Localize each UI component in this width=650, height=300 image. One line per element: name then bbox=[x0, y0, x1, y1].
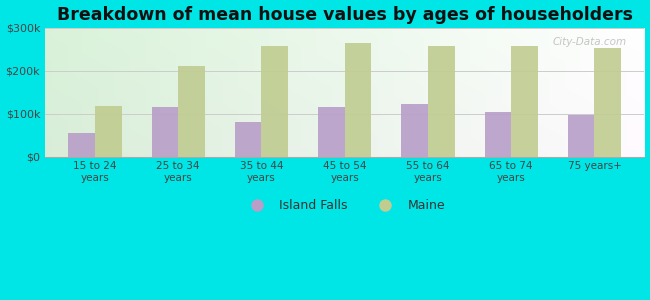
Bar bbox=[95, 106, 122, 157]
Text: City-Data.com: City-Data.com bbox=[552, 37, 627, 47]
Bar bbox=[568, 115, 595, 157]
Bar bbox=[595, 49, 621, 157]
Bar bbox=[318, 107, 344, 157]
Bar bbox=[178, 67, 205, 157]
Bar bbox=[428, 46, 454, 157]
Bar bbox=[151, 107, 178, 157]
Bar bbox=[344, 43, 371, 157]
Bar bbox=[261, 46, 288, 157]
Legend: Island Falls, Maine: Island Falls, Maine bbox=[239, 194, 450, 217]
Bar bbox=[235, 122, 261, 157]
Title: Breakdown of mean house values by ages of householders: Breakdown of mean house values by ages o… bbox=[57, 6, 632, 24]
Bar bbox=[401, 104, 428, 157]
Bar bbox=[512, 46, 538, 157]
Bar bbox=[68, 133, 95, 157]
Bar bbox=[485, 112, 512, 157]
